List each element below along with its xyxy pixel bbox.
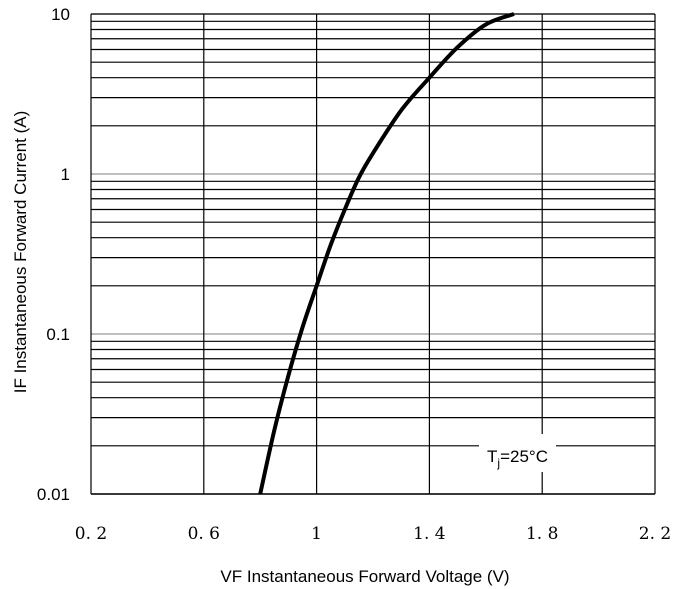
x-tick-label: 0. 6	[188, 524, 220, 544]
x-axis-title: VF Instantaneous Forward Voltage (V)	[220, 567, 509, 586]
x-tick-label: 1	[311, 524, 322, 544]
y-tick-label: 0.01	[37, 485, 70, 504]
tick-labels: 0.01 0.1 1 10 0. 2 0. 6 1 1. 4 1. 8 2. 2	[37, 5, 671, 544]
annotation-suffix: =25°C	[500, 447, 548, 466]
y-axis-title: IF Instantaneous Forward Current (A)	[11, 111, 30, 394]
x-tick-label: 2. 2	[639, 524, 671, 544]
x-tick-label: 1. 8	[526, 524, 558, 544]
grid-lines	[90, 13, 656, 495]
temperature-annotation: Tj=25°C	[487, 447, 548, 470]
annotation-prefix: T	[487, 447, 497, 466]
annotation-subscript: j	[496, 456, 500, 470]
x-tick-label: 1. 4	[413, 524, 445, 544]
series-line	[258, 12, 515, 495]
y-tick-label: 0.1	[46, 325, 70, 344]
y-tick-label: 10	[51, 5, 70, 24]
y-tick-label: 1	[61, 165, 70, 184]
annotation-box	[479, 434, 556, 472]
x-tick-label: 0. 2	[75, 524, 107, 544]
series-layer	[258, 12, 515, 495]
annotation-layer: Tj=25°C	[479, 434, 556, 472]
